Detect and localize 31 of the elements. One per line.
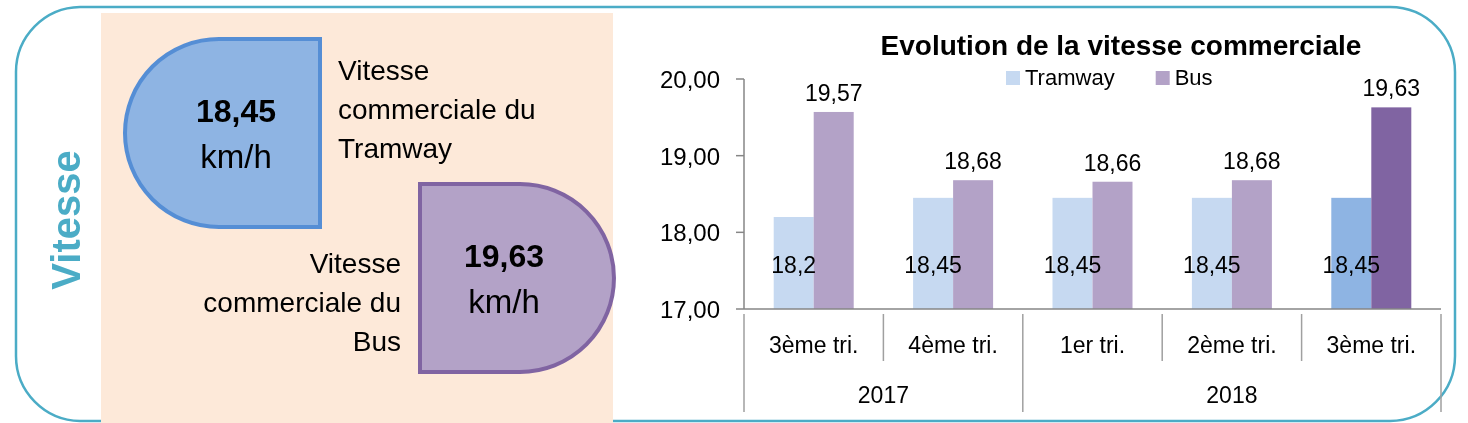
y-tick-label: 19,00	[659, 142, 720, 170]
data-label: 19,57	[804, 79, 863, 106]
data-label: 18,45	[904, 252, 962, 278]
x-tick-label: 1er tri.	[1059, 332, 1126, 358]
text: Vitesse	[44, 150, 88, 290]
text: Vitesse commerciale du Tramway	[338, 55, 536, 164]
y-tick-label: 17,00	[659, 295, 720, 323]
data-label: 18,66	[1083, 149, 1142, 176]
x-tick-label: 4ème tri.	[908, 332, 998, 358]
text: km/h	[468, 283, 540, 320]
data-label: 18,45	[1322, 252, 1381, 278]
x-tick-label: 3ème tri.	[1326, 332, 1417, 358]
y-tick-label: 18,00	[659, 218, 720, 246]
text: 2017	[857, 382, 909, 408]
data-label: 18,68	[944, 148, 1002, 175]
data-label: 18,2	[771, 252, 817, 278]
x-tick-label: 2ème tri.	[1187, 332, 1277, 358]
data-label: 18,45	[1183, 252, 1241, 278]
data-label: 18,45	[1043, 252, 1102, 278]
legend-label: Bus	[1174, 65, 1213, 90]
x-tick-label: 3ème tri.	[768, 332, 859, 358]
chart-title: Evolution de la vitesse commerciale	[880, 30, 1362, 61]
data-label: 19,63	[1362, 75, 1421, 102]
text: 18,45	[195, 93, 277, 129]
data-label: 18,68	[1223, 148, 1281, 175]
text: Vitesse commerciale du Bus	[203, 248, 401, 357]
text: 19,63	[463, 238, 545, 274]
legend-label: Tramway	[1025, 65, 1115, 90]
y-tick-label: 20,00	[659, 65, 720, 93]
text: km/h	[200, 138, 272, 175]
text: 2018	[1206, 382, 1258, 408]
